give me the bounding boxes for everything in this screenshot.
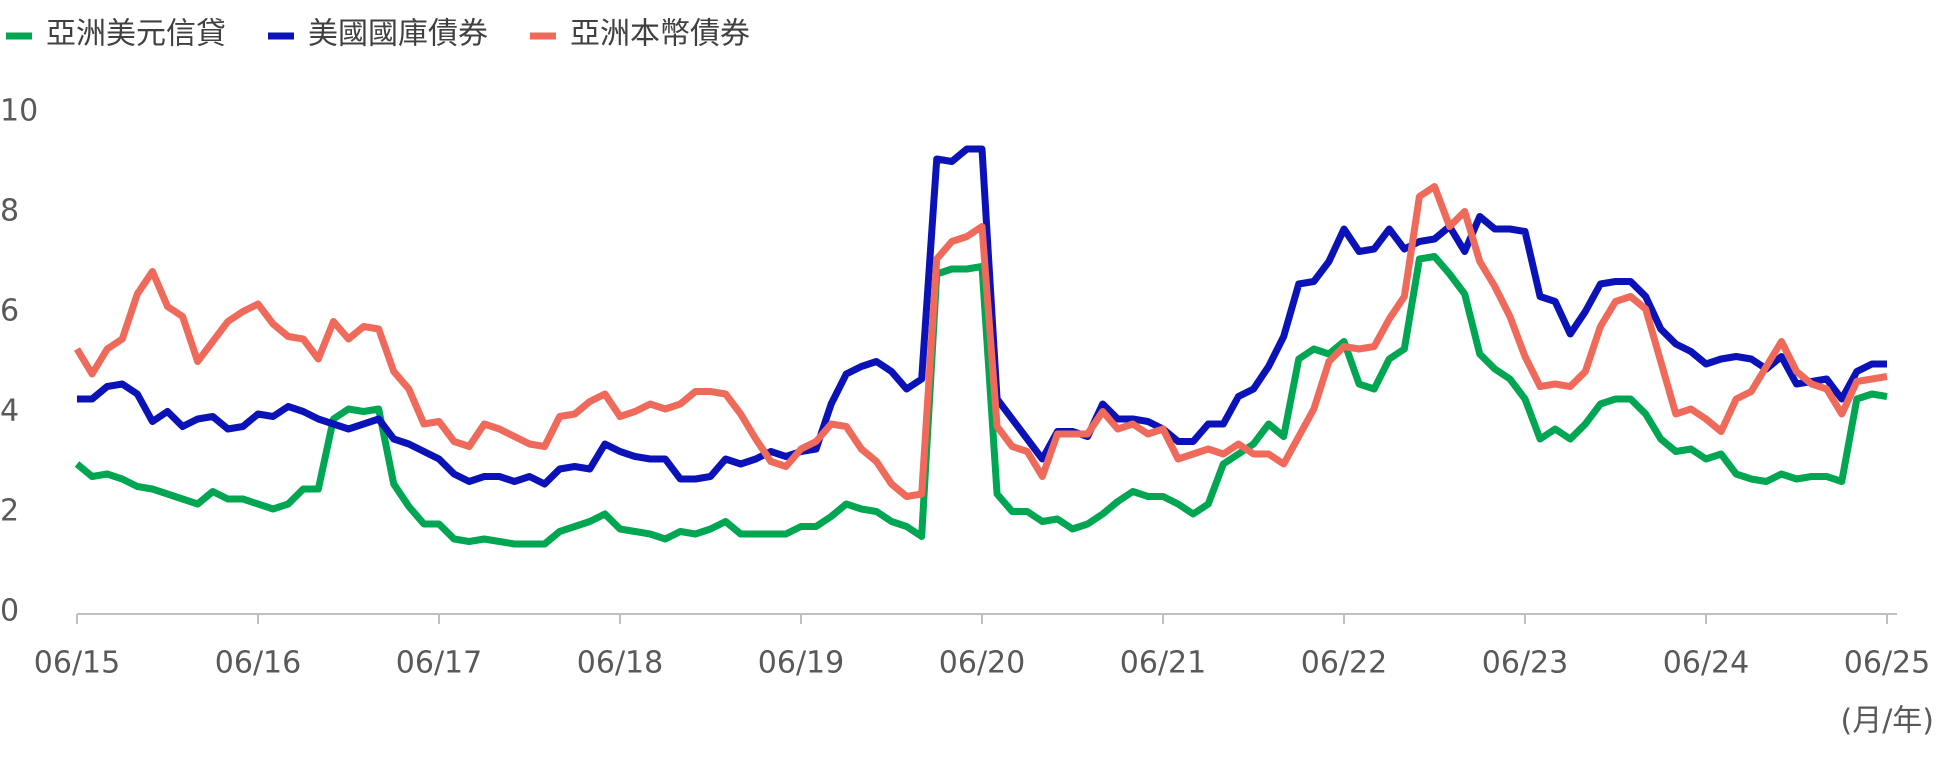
y-tick-label: 10 [0, 94, 38, 129]
y-tick-label: 8 [0, 194, 19, 229]
legend-label: 美國國庫債券 [308, 17, 488, 52]
x-tick-label: 06/24 [1663, 646, 1749, 681]
legend-label: 亞洲本幣債券 [570, 17, 750, 52]
x-tick-label: 06/22 [1301, 646, 1387, 681]
x-tick-label: 06/23 [1482, 646, 1568, 681]
x-tick-label: 06/15 [34, 646, 120, 681]
x-tick-label: 06/25 [1844, 646, 1930, 681]
x-tick-label: 06/20 [939, 646, 1025, 681]
x-tick-label: 06/17 [396, 646, 482, 681]
legend-label: 亞洲美元信貸 [46, 17, 226, 52]
x-tick-label: 06/16 [215, 646, 301, 681]
x-tick-label: 06/19 [758, 646, 844, 681]
y-tick-label: 6 [0, 294, 19, 329]
line-series [74, 183, 1888, 500]
x-tick-label: 06/21 [1120, 646, 1206, 681]
legend: 亞洲美元信貸 美國國庫債券 亞洲本幣債券 [6, 17, 750, 52]
x-tick-label: 06/18 [577, 646, 663, 681]
y-tick-label: 2 [0, 494, 19, 529]
y-tick-label: 0 [0, 594, 19, 629]
line-series [77, 145, 1887, 488]
y-tick-label: 4 [0, 394, 19, 429]
x-axis-label: (月/年) [1840, 704, 1934, 739]
